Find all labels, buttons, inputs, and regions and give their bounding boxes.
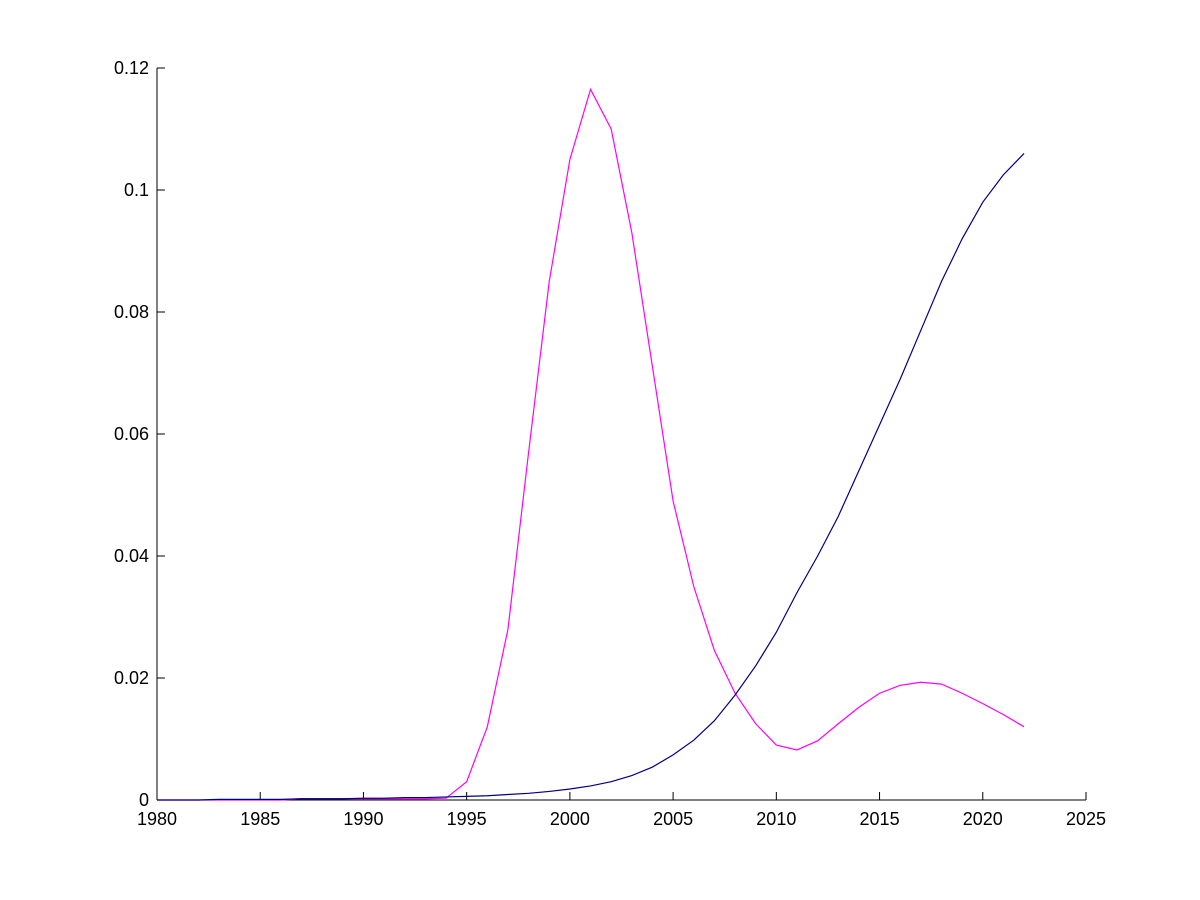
x-tick-label: 2020 <box>963 809 1003 829</box>
x-tick-label: 2015 <box>860 809 900 829</box>
y-tick-label: 0.08 <box>114 302 149 322</box>
x-tick-label: 2005 <box>653 809 693 829</box>
y-tick-label: 0.12 <box>114 58 149 78</box>
x-tick-label: 2000 <box>550 809 590 829</box>
x-tick-label: 1980 <box>137 809 177 829</box>
y-tick-label: 0.1 <box>124 180 149 200</box>
y-tick-label: 0.02 <box>114 668 149 688</box>
series-line <box>157 152 1025 801</box>
x-tick-label: 1990 <box>343 809 383 829</box>
y-tick-label: 0.06 <box>114 424 149 444</box>
x-tick-label: 1995 <box>447 809 487 829</box>
x-tick-label: 2025 <box>1066 809 1106 829</box>
x-tick-label: 2010 <box>756 809 796 829</box>
x-tick-label: 1985 <box>240 809 280 829</box>
y-tick-label: 0 <box>139 790 149 810</box>
y-tick-label: 0.04 <box>114 546 149 566</box>
series-line <box>157 87 1025 801</box>
